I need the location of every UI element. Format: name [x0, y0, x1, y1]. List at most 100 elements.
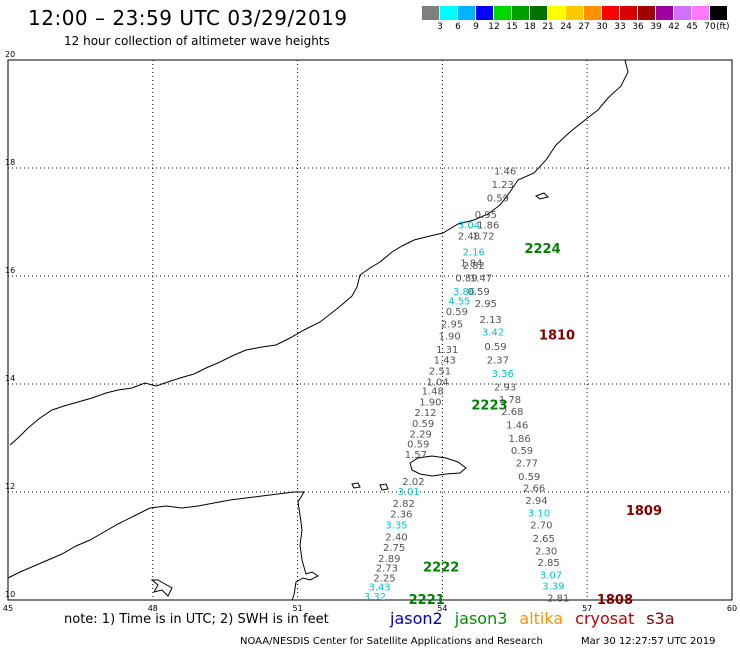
wave-height-value: 2.77	[516, 458, 538, 469]
wave-height-value: 3.43	[369, 583, 391, 594]
legend-swatch	[638, 6, 656, 20]
satellite-name: jason3	[454, 609, 508, 628]
legend-swatch	[710, 6, 728, 20]
legend-label: 15	[506, 22, 518, 32]
legend-label: 70	[704, 22, 716, 32]
color-scale-unit: (ft)	[716, 22, 730, 32]
track-id-label: 2221	[409, 593, 445, 608]
legend-label: 9	[473, 22, 479, 32]
legend-label: 36	[632, 22, 644, 32]
wave-height-value: 2.93	[494, 383, 516, 394]
legend-swatch	[512, 6, 530, 20]
generated-timestamp: Mar 30 12:27:57 UTC 2019	[581, 636, 716, 647]
wave-height-value: 3.42	[482, 328, 504, 339]
wave-height-value: 3.36	[492, 369, 514, 380]
satellite-name: cryosat	[575, 609, 635, 628]
lat-tick-label: 14	[5, 374, 15, 383]
wave-height-value: 2.12	[414, 408, 436, 419]
wave-height-value: 2.37	[487, 356, 509, 367]
wave-height-value: 2.85	[537, 558, 559, 569]
footer-note: note: 1) Time is in UTC; 2) SWH is in fe…	[64, 612, 329, 627]
wave-height-value: 3.10	[528, 509, 550, 520]
wave-height-value: 3.01	[397, 487, 419, 498]
legend-swatch	[620, 6, 638, 20]
wave-height-value: 2.48	[458, 232, 480, 243]
wave-height-value: 1.23	[492, 180, 514, 191]
legend-swatch	[674, 6, 692, 20]
wave-height-value: 0.59	[484, 342, 506, 353]
legend-swatch	[584, 6, 602, 20]
wave-height-value: 2.40	[385, 532, 407, 543]
legend-swatch	[494, 6, 512, 20]
legend-label: 42	[668, 22, 680, 32]
legend-swatch	[422, 6, 440, 20]
wave-height-value: 3.32	[364, 592, 386, 603]
legend-label: 6	[455, 22, 461, 32]
legend-label: 45	[686, 22, 698, 32]
page-subtitle: 12 hour collection of altimeter wave hei…	[64, 34, 330, 48]
lat-tick-label: 16	[5, 266, 15, 275]
wave-height-value: 2.89	[378, 554, 400, 565]
wave-height-value: 2.70	[530, 520, 552, 531]
wave-height-value: 2.29	[410, 430, 432, 441]
lon-tick-label: 57	[582, 604, 592, 613]
wave-height-value: 1.47	[470, 274, 492, 285]
wave-height-value: 1.31	[436, 345, 458, 356]
legend-label: 18	[524, 22, 536, 32]
track-id-label: 1810	[539, 328, 575, 343]
wave-height-value: 3.86	[453, 287, 475, 298]
track-id-label: 2223	[471, 399, 507, 414]
lat-tick-label: 12	[5, 482, 15, 491]
wave-height-value: 0.59	[511, 446, 533, 457]
wave-height-value: 2.51	[429, 367, 451, 378]
legend-label: 12	[488, 22, 500, 32]
satellite-name: s3a	[646, 609, 675, 628]
track-id-label: 2224	[524, 242, 560, 257]
lat-tick-label: 20	[5, 50, 15, 59]
legend-swatch	[602, 6, 620, 20]
color-scale-legend	[422, 6, 728, 20]
wave-height-value: 2.95	[475, 299, 497, 310]
wave-height-value: 1.86	[477, 221, 499, 232]
wave-height-value: 1.48	[422, 386, 444, 397]
legend-label: 30	[596, 22, 608, 32]
wave-height-observations: 1.461.230.590.953.041.862.481.722.161.84…	[364, 167, 570, 605]
wave-height-value: 1.72	[472, 232, 494, 243]
legend-swatch	[458, 6, 476, 20]
wave-height-value: 1.84	[460, 259, 482, 270]
coastline	[7, 59, 629, 601]
legend-swatch	[566, 6, 584, 20]
lon-tick-label: 60	[727, 604, 737, 613]
wave-height-value: 0.59	[407, 439, 429, 450]
wave-height-value: 0.59	[487, 194, 509, 205]
wave-height-value: 2.82	[463, 261, 485, 272]
lat-tick-label: 10	[5, 590, 15, 599]
legend-label: 24	[560, 22, 572, 32]
legend-swatch	[476, 6, 494, 20]
wave-height-value: 1.90	[439, 331, 461, 342]
satellite-name: jason2	[390, 609, 443, 628]
wave-height-value: 0.59	[518, 472, 540, 483]
wave-height-value: 1.90	[419, 397, 441, 408]
wave-height-value: 2.82	[393, 499, 415, 510]
wave-height-value: 2.75	[383, 543, 405, 554]
wave-height-value: 2.81	[547, 593, 569, 604]
color-scale-labels: 3 6 9 12 15 18 21 24 27 30 33 36 39 42 45 70	[422, 22, 719, 32]
page-title: 12:00 – 23:59 UTC 03/29/2019	[28, 6, 348, 30]
wave-height-value: 0.59	[446, 307, 468, 318]
wave-height-value: 2.36	[390, 510, 412, 521]
wave-height-value: 1.86	[508, 434, 530, 445]
satellite-legend: jason2 jason3 altika cryosat s3a	[390, 609, 675, 628]
track-id-label: 1809	[626, 504, 662, 519]
axis-tick-labels: 45 48 51 54 57 60 10 12 14 16 18 20	[3, 50, 737, 613]
wave-height-value: 1.04	[426, 377, 448, 388]
legend-label: 27	[578, 22, 590, 32]
legend-label: 3	[437, 22, 443, 32]
credit-line: NOAA/NESDIS Center for Satellite Applica…	[240, 636, 543, 647]
wave-height-value: 3.39	[542, 581, 564, 592]
wave-height-value: 1.57	[405, 450, 427, 461]
wave-height-value: 3.35	[385, 520, 407, 531]
wave-height-value: 2.73	[376, 564, 398, 575]
map-border	[7, 59, 733, 601]
lon-tick-label: 54	[437, 604, 447, 613]
